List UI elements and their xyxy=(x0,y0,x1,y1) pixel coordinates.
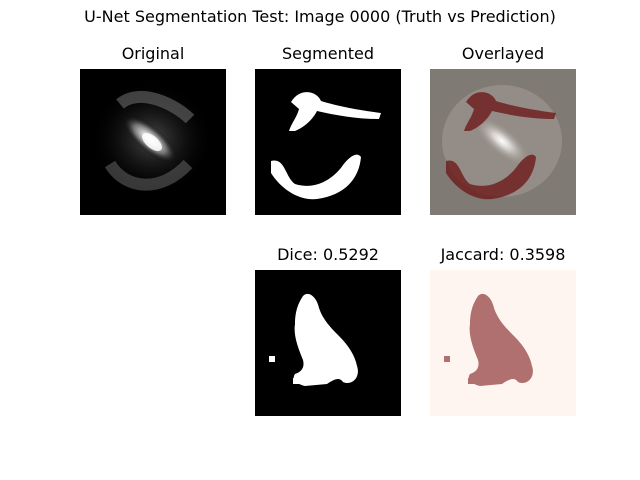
jaccard-mask xyxy=(430,270,576,416)
segmented-title: Segmented xyxy=(282,44,374,63)
figure-title: U-Net Segmentation Test: Image 0000 (Tru… xyxy=(84,7,556,26)
dice-title: Dice: 0.5292 xyxy=(277,245,379,264)
overlayed-title: Overlayed xyxy=(461,44,545,63)
jaccard-title: Jaccard: 0.3598 xyxy=(440,245,566,264)
dice-mask xyxy=(255,270,401,416)
original-image xyxy=(80,69,226,215)
overlayed-image xyxy=(430,69,576,215)
segmented-mask xyxy=(255,69,401,215)
original-title: Original xyxy=(121,44,185,63)
